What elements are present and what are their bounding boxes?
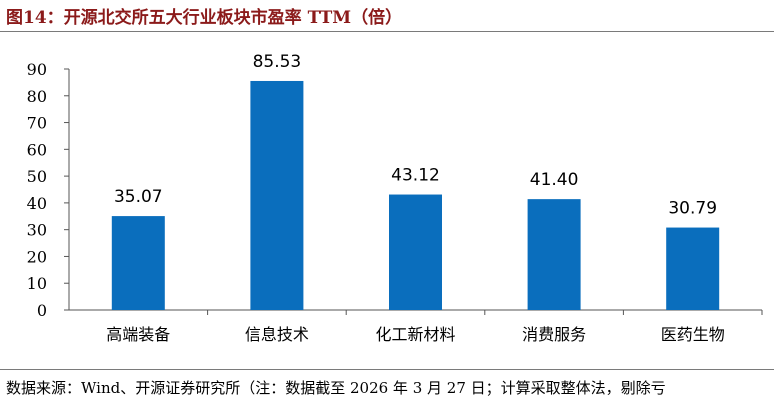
figure-title: 图14：开源北交所五大行业板块市盈率 TTM（倍） (6, 8, 403, 28)
bar (111, 216, 165, 310)
y-tick-label: 80 (27, 87, 47, 106)
x-category-label: 消费服务 (522, 325, 586, 344)
x-category-label: 化工新材料 (375, 325, 455, 344)
title-divider (0, 31, 774, 32)
x-category-label: 信息技术 (245, 325, 309, 344)
y-tick-label: 30 (27, 221, 47, 240)
bar-value-label: 35.07 (114, 187, 163, 207)
bar (666, 227, 720, 310)
y-tick-label: 20 (27, 247, 47, 266)
y-tick-label: 40 (27, 194, 47, 213)
x-category-label: 高端装备 (106, 325, 170, 344)
bar (527, 199, 581, 310)
y-tick-label: 0 (37, 301, 47, 320)
bar (389, 194, 442, 310)
x-category-label: 医药生物 (661, 325, 725, 344)
source-note: 数据来源：Wind、开源证券研究所（注：数据截至 2026 年 3 月 27 日… (6, 379, 666, 397)
bar-value-label: 43.12 (391, 166, 440, 186)
y-tick-label: 90 (27, 60, 47, 79)
y-tick-label: 10 (27, 274, 47, 293)
bar-value-label: 85.53 (253, 52, 302, 72)
bar-value-label: 41.40 (530, 170, 579, 190)
bar-value-label: 30.79 (668, 199, 717, 219)
bar-chart: 0 10 20 30 40 50 60 70 80 90 35.07 高端装备 85.53 信息技术 43… (27, 52, 763, 344)
y-tick-label: 50 (27, 167, 47, 186)
y-tick-label: 60 (27, 140, 47, 159)
y-tick-label: 70 (27, 114, 47, 133)
source-divider (0, 369, 774, 370)
bar (250, 80, 304, 310)
